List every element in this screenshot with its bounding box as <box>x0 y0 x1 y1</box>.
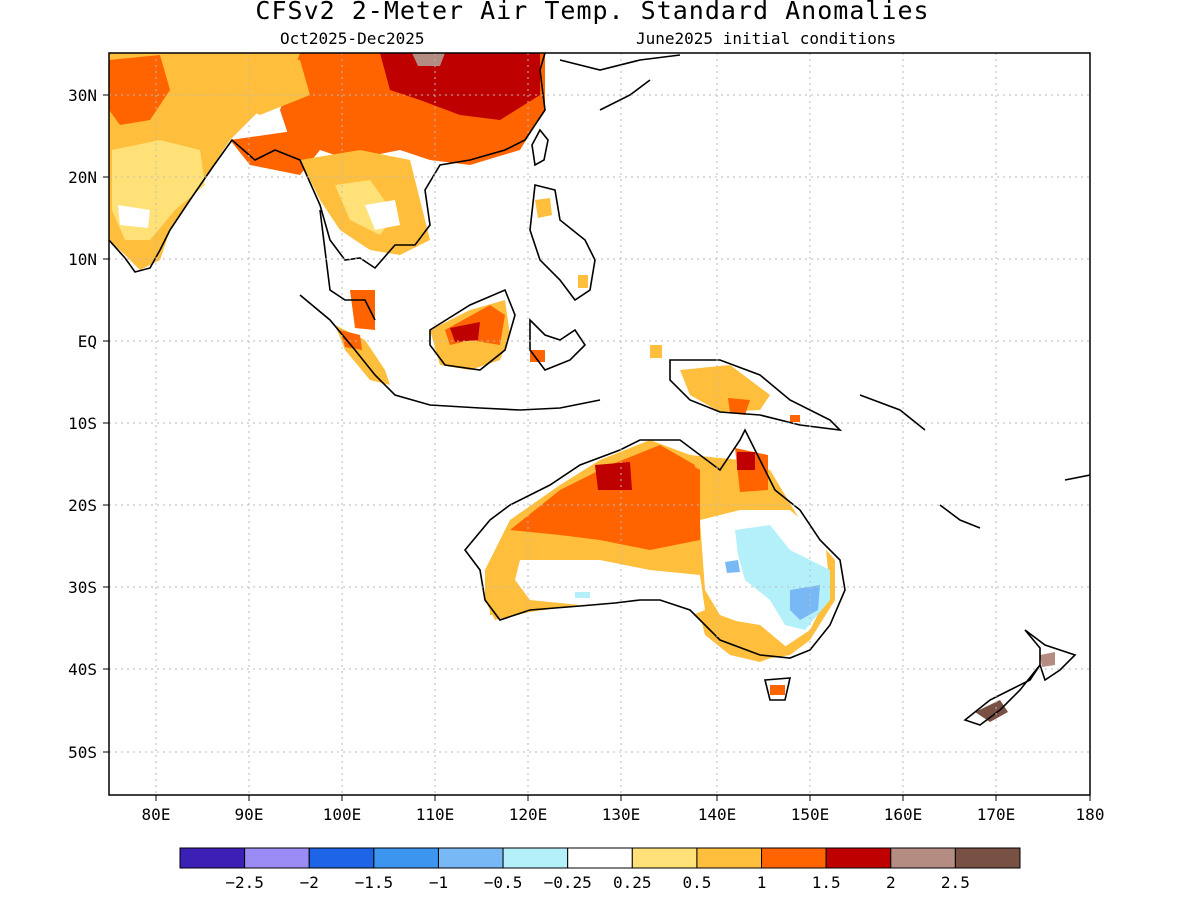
color-bar-label: 0.25 <box>613 873 652 892</box>
lat-tick-label: 20S <box>68 496 97 515</box>
color-bar-label: 2.5 <box>941 873 970 892</box>
lat-tick-label: 10N <box>68 250 97 269</box>
lat-tick-label: 50S <box>68 743 97 762</box>
color-bar-label: 2 <box>886 873 896 892</box>
color-bar-label: −2 <box>300 873 319 892</box>
color-bar-swatch <box>761 847 827 869</box>
color-bar-swatch <box>567 847 633 869</box>
lon-tick-label: 90E <box>235 805 264 824</box>
lon-tick-label: 170E <box>977 805 1016 824</box>
color-bar-label: −1.5 <box>355 873 394 892</box>
coastlines <box>109 53 1090 726</box>
lat-tick-label: 40S <box>68 660 97 679</box>
color-bar-labels: −2.5 −2 −1.5 −1 −0.5 −0.25 0.25 0.5 1 1.5 2 2.5 <box>225 873 969 892</box>
gridlines <box>109 53 1090 795</box>
lon-tick-label: 80E <box>142 805 171 824</box>
initial-conditions: June2025 initial conditions <box>636 29 897 48</box>
lat-tick-label: 30S <box>68 578 97 597</box>
color-bar-swatch <box>502 847 569 869</box>
lat-tick-label: EQ <box>78 332 97 351</box>
lon-tick-label: 160E <box>884 805 923 824</box>
lat-tick-label: 20N <box>68 168 97 187</box>
plot-frame <box>108 52 1091 796</box>
color-bar-swatch <box>954 847 1021 869</box>
color-bar <box>179 847 1021 869</box>
lon-tick-label: 110E <box>416 805 455 824</box>
lat-tick-label: 10S <box>68 414 97 433</box>
color-bar-label: 1.5 <box>812 873 841 892</box>
lon-tick-label: 120E <box>509 805 548 824</box>
lat-tick-label: 30N <box>68 86 97 105</box>
lon-tick-label: 140E <box>698 805 737 824</box>
color-bar-label: −0.25 <box>544 873 592 892</box>
lon-tick-label: 130E <box>602 805 641 824</box>
chart-title: CFSv2 2-Meter Air Temp. Standard Anomali… <box>255 0 930 25</box>
lon-tick-label: 150E <box>791 805 830 824</box>
color-bar-label: 1 <box>757 873 767 892</box>
color-bar-swatch <box>244 847 310 869</box>
color-bar-label: −0.5 <box>484 873 523 892</box>
lon-tick-label: 180 <box>1076 805 1105 824</box>
color-bar-swatch <box>631 847 698 869</box>
color-bar-swatch <box>179 847 246 869</box>
color-bar-swatch <box>308 847 375 869</box>
color-bar-swatch <box>825 847 892 869</box>
color-bar-swatch <box>890 847 956 869</box>
color-bar-swatch <box>373 847 439 869</box>
forecast-period: Oct2025-Dec2025 <box>280 29 425 48</box>
lon-tick-label: 100E <box>323 805 362 824</box>
color-bar-label: 0.5 <box>682 873 711 892</box>
color-bar-swatch <box>696 847 763 869</box>
color-bar-label: −2.5 <box>225 873 264 892</box>
color-bar-label: −1 <box>429 873 448 892</box>
anomaly-field <box>109 53 1090 726</box>
color-bar-swatch <box>437 847 504 869</box>
tick-marks <box>103 94 1091 801</box>
